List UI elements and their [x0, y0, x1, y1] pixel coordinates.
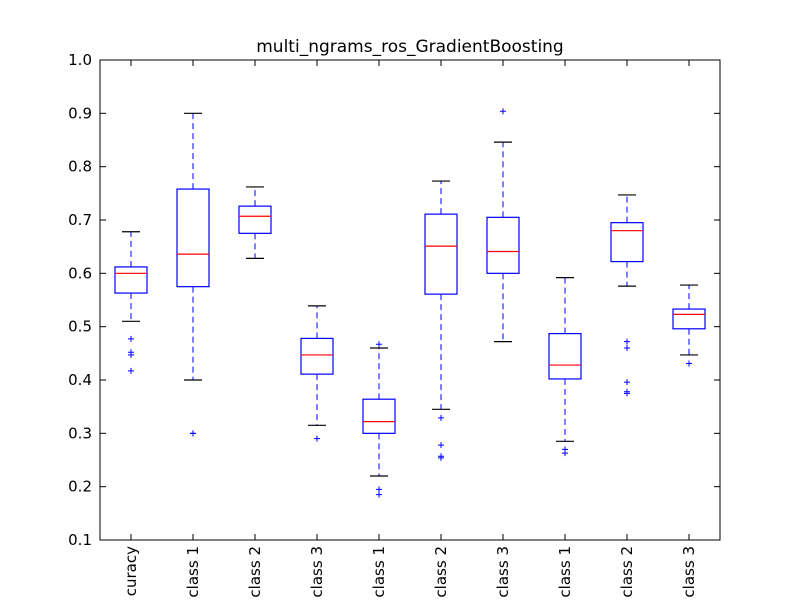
x-tick-label: curacy — [122, 546, 140, 596]
x-tick-label: class 2 — [432, 546, 450, 598]
outlier-marker — [500, 108, 506, 115]
box-iqr — [238, 205, 272, 234]
y-tick-label: 0.4 — [68, 371, 92, 389]
outlier-marker — [624, 338, 630, 345]
outlier-marker — [376, 486, 382, 493]
y-tick-label: 0.6 — [68, 264, 92, 282]
outlier-marker — [624, 345, 630, 351]
outlier-marker — [438, 454, 444, 461]
x-tick-label: class 1 — [556, 546, 574, 598]
outlier-marker — [686, 360, 692, 367]
x-tick-label: class 3 — [680, 546, 698, 598]
box-iqr — [300, 337, 334, 375]
box-item — [362, 341, 396, 498]
outlier-marker — [438, 442, 444, 449]
x-tick-label: class 3 — [308, 546, 326, 598]
y-tick-label: 0.9 — [68, 104, 92, 122]
y-tick-label: 0.1 — [68, 531, 92, 549]
box-iqr — [114, 266, 148, 294]
x-tick-label: class 3 — [494, 546, 512, 598]
box-iqr — [672, 308, 706, 330]
outlier-marker — [128, 367, 134, 374]
chart-title: multi_ngrams_ros_GradientBoosting — [256, 37, 563, 57]
box-item — [176, 112, 210, 437]
outlier-marker — [314, 435, 320, 442]
box-item — [548, 277, 582, 457]
box-item — [238, 186, 272, 259]
box-group — [114, 108, 706, 498]
outlier-marker — [128, 351, 134, 358]
x-tick-label: class 1 — [184, 546, 202, 598]
outlier-marker — [624, 390, 630, 397]
y-tick-label: 0.3 — [68, 424, 92, 442]
outlier-marker — [190, 430, 196, 437]
x-tick-label: class 2 — [618, 546, 636, 598]
x-tick-label: class 1 — [370, 546, 388, 598]
box-item — [300, 305, 334, 442]
y-tick-label: 1.0 — [68, 51, 92, 69]
y-axis: 0.1 0.2 0.3 0.4 0.5 0.6 0.7 0.8 0.9 1.0 — [68, 51, 720, 549]
plot-area-frame — [99, 59, 721, 541]
box-iqr — [176, 188, 210, 288]
box-item — [672, 284, 706, 367]
y-tick-label: 0.5 — [68, 318, 92, 336]
outlier-marker — [624, 379, 630, 386]
box-item — [610, 194, 644, 397]
box-iqr — [548, 333, 582, 380]
box-item — [424, 180, 458, 461]
outlier-marker — [376, 491, 382, 498]
x-axis: curacy class 1 class 2 class 3 class 1 class … — [122, 60, 698, 598]
box-iqr — [424, 213, 458, 295]
outlier-marker — [438, 414, 444, 421]
outlier-marker — [562, 450, 568, 457]
box-item — [114, 231, 148, 374]
box-item — [486, 108, 520, 343]
box-iqr — [362, 398, 396, 434]
y-tick-label: 0.8 — [68, 158, 92, 176]
y-tick-label: 0.2 — [68, 478, 92, 496]
outlier-marker — [128, 335, 134, 342]
outlier-marker — [376, 341, 382, 348]
box-iqr — [610, 222, 644, 263]
x-tick-label: class 2 — [246, 546, 264, 598]
y-tick-label: 0.7 — [68, 211, 92, 229]
box-iqr — [486, 216, 520, 274]
